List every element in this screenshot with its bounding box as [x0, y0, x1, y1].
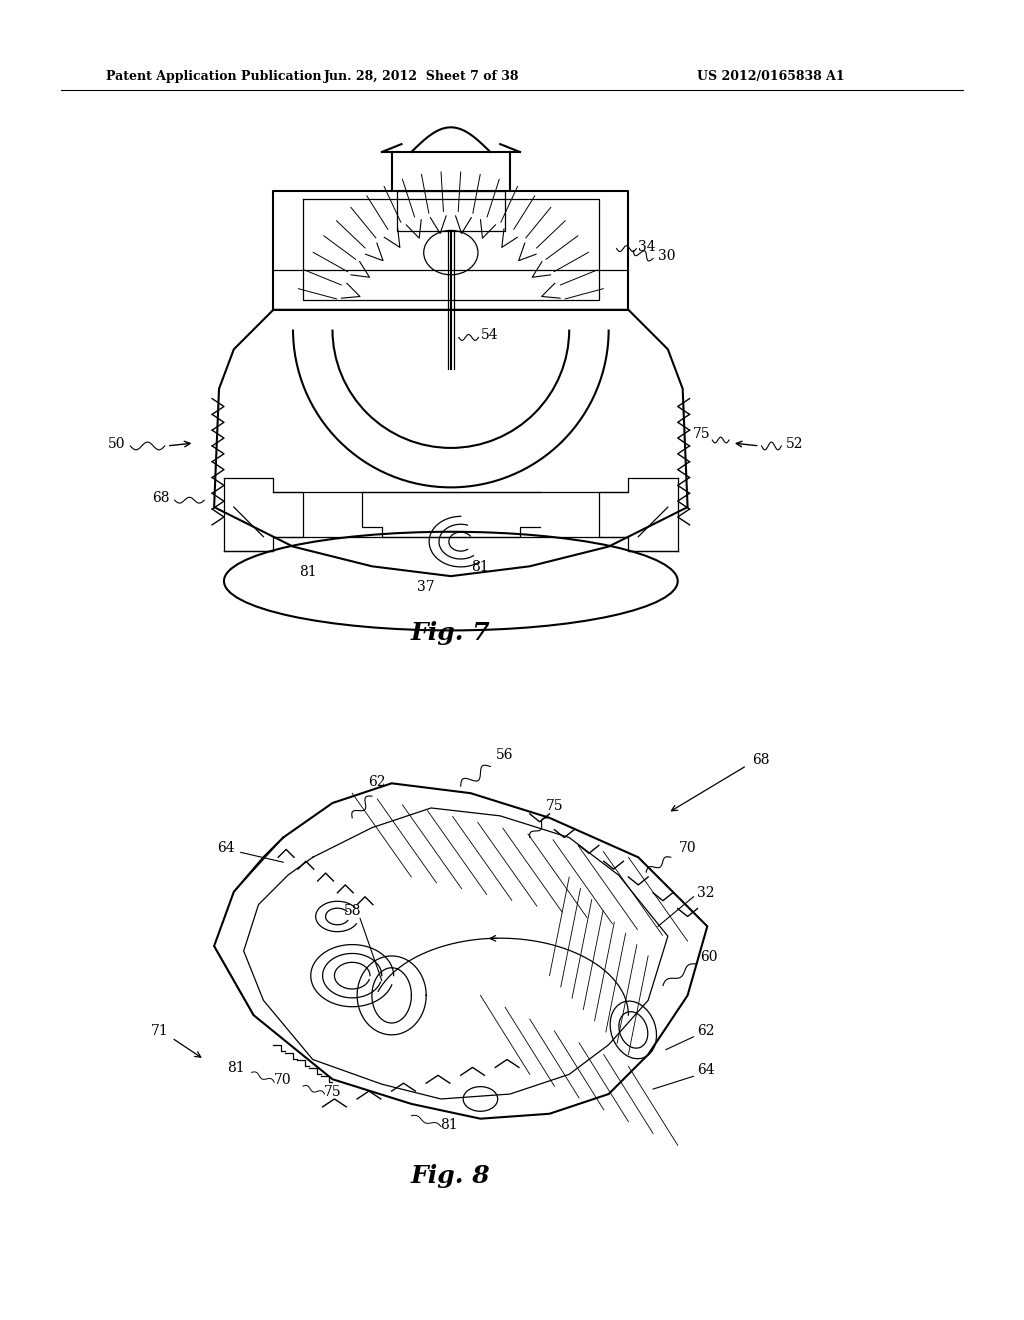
Text: Fig. 8: Fig. 8 — [411, 1164, 490, 1188]
Text: 54: 54 — [480, 329, 498, 342]
Text: 81: 81 — [227, 1061, 245, 1076]
Text: 30: 30 — [658, 249, 676, 264]
Text: 75: 75 — [324, 1085, 341, 1100]
Text: US 2012/0165838 A1: US 2012/0165838 A1 — [697, 70, 845, 83]
Text: 58: 58 — [343, 903, 360, 917]
Text: 37: 37 — [418, 579, 435, 594]
Text: Patent Application Publication: Patent Application Publication — [105, 70, 322, 83]
Text: Jun. 28, 2012  Sheet 7 of 38: Jun. 28, 2012 Sheet 7 of 38 — [324, 70, 519, 83]
Text: 75: 75 — [692, 428, 710, 441]
Text: 81: 81 — [299, 565, 316, 579]
Text: 81: 81 — [440, 1118, 458, 1131]
Text: 70: 70 — [274, 1073, 292, 1088]
Text: 70: 70 — [679, 841, 696, 855]
Text: 62: 62 — [368, 775, 386, 789]
Text: 64: 64 — [217, 841, 234, 855]
Text: 56: 56 — [497, 747, 514, 762]
Text: 64: 64 — [697, 1064, 715, 1077]
Text: 68: 68 — [752, 752, 769, 767]
Text: 81: 81 — [472, 560, 489, 574]
Text: 62: 62 — [697, 1024, 715, 1038]
Text: 60: 60 — [700, 950, 718, 964]
Text: 34: 34 — [638, 240, 656, 253]
Text: 32: 32 — [697, 886, 715, 900]
Text: 71: 71 — [151, 1024, 169, 1038]
Text: 50: 50 — [108, 437, 125, 451]
Text: 52: 52 — [786, 437, 804, 451]
Text: Fig. 7: Fig. 7 — [411, 622, 490, 645]
Text: 75: 75 — [546, 799, 563, 813]
Text: 68: 68 — [153, 491, 170, 506]
